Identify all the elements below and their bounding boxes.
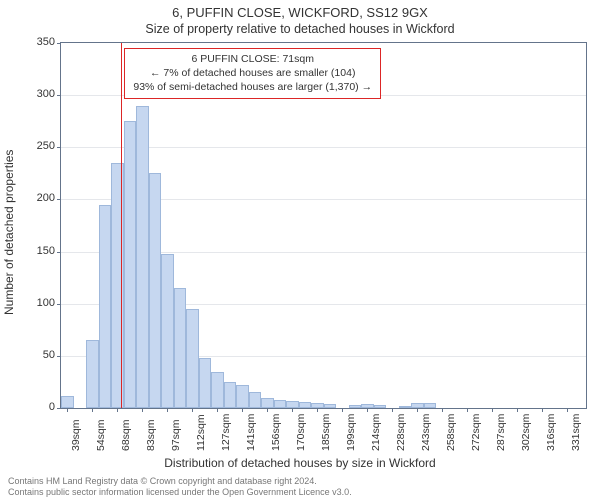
xtick-mark [317,408,318,412]
xtick-mark [217,408,218,412]
ytick-mark [57,252,61,253]
ytick-label: 200 [15,192,55,204]
xtick-mark [417,408,418,412]
histogram-bar [136,106,149,408]
ytick-label: 100 [15,297,55,309]
ytick-mark [57,304,61,305]
annotation-line-1: 6 PUFFIN CLOSE: 71sqm [133,52,372,66]
histogram-bar [349,405,362,408]
histogram-bar [324,404,337,408]
annotation-line-2: ← 7% of detached houses are smaller (104… [133,66,372,80]
histogram-bar [199,358,212,408]
footer-attribution: Contains HM Land Registry data © Crown c… [8,476,352,499]
xtick-label: 83sqm [145,419,157,451]
histogram-bar [224,382,237,408]
xtick-mark [267,408,268,412]
xtick-label: 185sqm [320,414,332,451]
histogram-bar [186,309,199,408]
xtick-mark [292,408,293,412]
ytick-label: 300 [15,88,55,100]
xtick-mark [67,408,68,412]
xtick-mark [242,408,243,412]
annotation-line-3: 93% of semi-detached houses are larger (… [133,80,372,94]
ytick-label: 250 [15,140,55,152]
histogram-bar [249,392,262,408]
xtick-mark [542,408,543,412]
histogram-bar [61,396,74,409]
histogram-bar [211,372,224,409]
xtick-mark [442,408,443,412]
xtick-label: 141sqm [245,414,257,451]
xtick-label: 127sqm [220,414,232,451]
xtick-mark [117,408,118,412]
xtick-label: 287sqm [495,414,507,451]
histogram-bar [299,402,312,408]
xtick-label: 170sqm [295,414,307,451]
xtick-label: 156sqm [270,414,282,451]
histogram-bar [286,401,299,408]
xtick-mark [492,408,493,412]
xtick-mark [392,408,393,412]
histogram-bar [274,400,287,408]
ytick-mark [57,408,61,409]
xtick-label: 214sqm [370,414,382,451]
xtick-mark [567,408,568,412]
histogram-bar [374,405,387,408]
footer-line-1: Contains HM Land Registry data © Crown c… [8,476,352,487]
histogram-bar [399,406,412,408]
chart-container: 6, PUFFIN CLOSE, WICKFORD, SS12 9GX Size… [0,0,600,500]
xtick-label: 258sqm [445,414,457,451]
histogram-bar [261,398,274,408]
ytick-label: 150 [15,245,55,257]
xtick-label: 68sqm [120,419,132,451]
xtick-label: 97sqm [170,419,182,451]
x-axis-label: Distribution of detached houses by size … [0,456,600,470]
ytick-mark [57,199,61,200]
xtick-label: 272sqm [470,414,482,451]
y-axis-label: Number of detached properties [2,60,16,225]
chart-title-2: Size of property relative to detached ho… [0,22,600,36]
xtick-label: 243sqm [420,414,432,451]
histogram-bar [149,173,162,408]
xtick-mark [192,408,193,412]
ytick-mark [57,147,61,148]
histogram-bar [174,288,187,408]
ytick-label: 50 [15,349,55,361]
xtick-label: 39sqm [70,419,82,451]
histogram-bar [424,403,437,408]
xtick-label: 302sqm [520,414,532,451]
ytick-mark [57,95,61,96]
histogram-bar [99,205,112,408]
ytick-mark [57,356,61,357]
histogram-bar [161,254,174,408]
annotation-box: 6 PUFFIN CLOSE: 71sqm← 7% of detached ho… [124,48,381,99]
property-marker-line [121,43,122,408]
xtick-mark [367,408,368,412]
ytick-label: 0 [15,401,55,413]
xtick-label: 316sqm [545,414,557,451]
xtick-mark [517,408,518,412]
chart-title-1: 6, PUFFIN CLOSE, WICKFORD, SS12 9GX [0,5,600,20]
xtick-mark [467,408,468,412]
histogram-bar [124,121,137,408]
xtick-label: 331sqm [570,414,582,451]
xtick-label: 199sqm [345,414,357,451]
xtick-mark [342,408,343,412]
xtick-mark [167,408,168,412]
xtick-label: 54sqm [95,419,107,451]
histogram-bar [86,340,99,408]
xtick-mark [142,408,143,412]
xtick-label: 112sqm [195,414,207,451]
footer-line-2: Contains public sector information licen… [8,487,352,498]
xtick-mark [92,408,93,412]
xtick-label: 228sqm [395,414,407,451]
ytick-label: 350 [15,36,55,48]
histogram-bar [236,385,249,408]
ytick-mark [57,43,61,44]
